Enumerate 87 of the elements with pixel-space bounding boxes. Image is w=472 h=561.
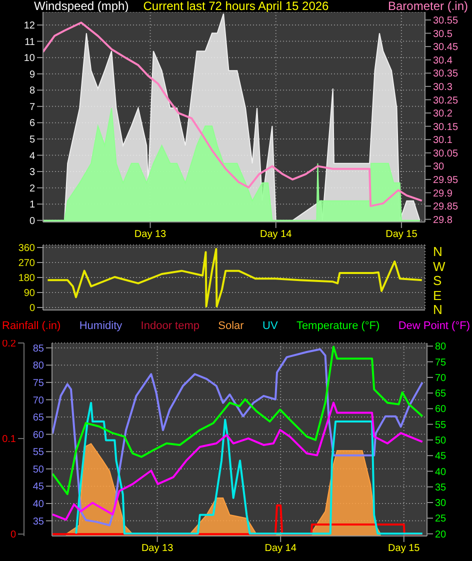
- text: UV: [262, 320, 278, 332]
- y-tick-label: 55: [32, 447, 44, 458]
- y-tick-label: 180: [18, 273, 36, 284]
- line-series: [52, 346, 424, 496]
- y2-tick-label: 30: [433, 162, 445, 173]
- y2-tick-label: 30.15: [433, 122, 458, 133]
- x-tick-label: Day 15: [388, 543, 420, 554]
- y2-axis-title: Barometer (.in): [388, 0, 468, 13]
- y-tick-label: 0: [29, 303, 36, 314]
- y-tick-label: 50: [32, 464, 44, 476]
- y2-tick-label: 29.8: [433, 214, 453, 226]
- y2-tick-label: 29.95: [433, 175, 458, 186]
- y-axis-title: Windspeed (mph): [34, 0, 129, 13]
- text: Solar: [218, 320, 244, 332]
- y2-tick-label: 65: [435, 388, 447, 400]
- y2-tick-label: 50: [435, 436, 447, 447]
- y-tick-label: 70: [32, 395, 44, 406]
- y2-tick-label: 30.5: [433, 28, 453, 40]
- y2-tick-label: 30.3: [433, 82, 453, 93]
- y2-tick-label: 30.05: [433, 148, 458, 160]
- y2-tick-label: 30.45: [433, 42, 458, 54]
- y-tick-label: 6: [29, 118, 36, 130]
- line-series: [46, 248, 423, 308]
- y-tick-label: 7: [29, 102, 36, 113]
- y2-tick-label: 25: [435, 514, 447, 525]
- y3-tick-label: 0.1: [2, 434, 16, 446]
- y-tick-label: 90: [24, 288, 36, 300]
- x-tick-label: Day 13: [134, 229, 167, 240]
- y-tick-label: 270: [18, 258, 36, 270]
- text: Humidity: [79, 320, 122, 332]
- x-tick-label: Day 14: [260, 229, 292, 240]
- y-tick-label: 5: [29, 134, 36, 146]
- y2-tick-label: 45: [435, 451, 447, 462]
- y2-tick-label: 70: [435, 372, 447, 384]
- y2-tick-label: 80: [435, 342, 447, 353]
- y-tick-label: 10: [24, 53, 36, 64]
- y-tick-label: 9: [29, 69, 36, 80]
- y-tick-label: 12: [24, 20, 36, 32]
- legend-label: Indoor temp: [140, 320, 200, 332]
- line-series: [52, 402, 424, 521]
- y2-tick-label: 75: [435, 357, 447, 368]
- y2-tick-label: 30.55: [433, 16, 458, 27]
- text: Rainfall (.in): [2, 320, 61, 332]
- y2-tick-label: 30.1: [433, 135, 453, 146]
- y-tick-label: 0: [29, 216, 36, 227]
- y3-tick-label: 0.2: [2, 338, 16, 350]
- y-tick-label: 80: [32, 360, 44, 372]
- y2-tick-label: 29.9: [433, 188, 453, 200]
- y-tick-label: 65: [32, 412, 44, 424]
- y3-tick-label: 0: [10, 530, 16, 541]
- text: N: [433, 244, 444, 259]
- chart-title: Current last 72 hours April 15 2026: [143, 0, 329, 13]
- y-tick-label: 40: [32, 499, 44, 510]
- line-series: [52, 348, 424, 526]
- y2-tick-label: 29.85: [433, 202, 458, 213]
- y2-tick-label: 30.2: [433, 108, 453, 120]
- y-tick-label: 45: [32, 482, 44, 493]
- x-tick-label: Day 14: [264, 543, 297, 554]
- x-tick-label: Day 15: [386, 229, 418, 240]
- text: E: [433, 288, 443, 302]
- y-tick-label: 75: [32, 378, 44, 389]
- series-label: Temperature (°F): [296, 320, 380, 332]
- y2-tick-label: 20: [435, 529, 447, 540]
- y2-tick-label: 35: [435, 482, 447, 494]
- text: Dew Point (°F): [398, 320, 470, 332]
- y-tick-label: 2: [29, 183, 36, 194]
- y-tick-label: 8: [29, 86, 36, 97]
- y-tick-label: 3: [29, 167, 36, 178]
- y2-tick-label: 30.35: [433, 68, 458, 80]
- y-tick-label: 360: [18, 243, 36, 254]
- y2-tick-label: 30.4: [433, 55, 453, 66]
- y2-tick-label: 30: [435, 498, 447, 510]
- y-tick-label: 1: [29, 200, 36, 211]
- text: N: [433, 302, 444, 317]
- y-tick-label: 11: [24, 36, 36, 48]
- y-tick-label: 4: [29, 150, 36, 162]
- line-series: [75, 402, 424, 535]
- y2-tick-label: 30.25: [433, 95, 458, 106]
- y2-tick-label: 55: [435, 420, 447, 431]
- y-tick-label: 35: [32, 516, 44, 528]
- y2-tick-label: 40: [435, 466, 447, 478]
- y2-tick-label: 60: [435, 404, 447, 416]
- text: W: [433, 258, 446, 274]
- y-tick-label: 85: [32, 343, 44, 354]
- text: S: [433, 273, 443, 288]
- y-tick-label: 60: [32, 430, 44, 441]
- x-tick-label: Day 13: [141, 543, 174, 554]
